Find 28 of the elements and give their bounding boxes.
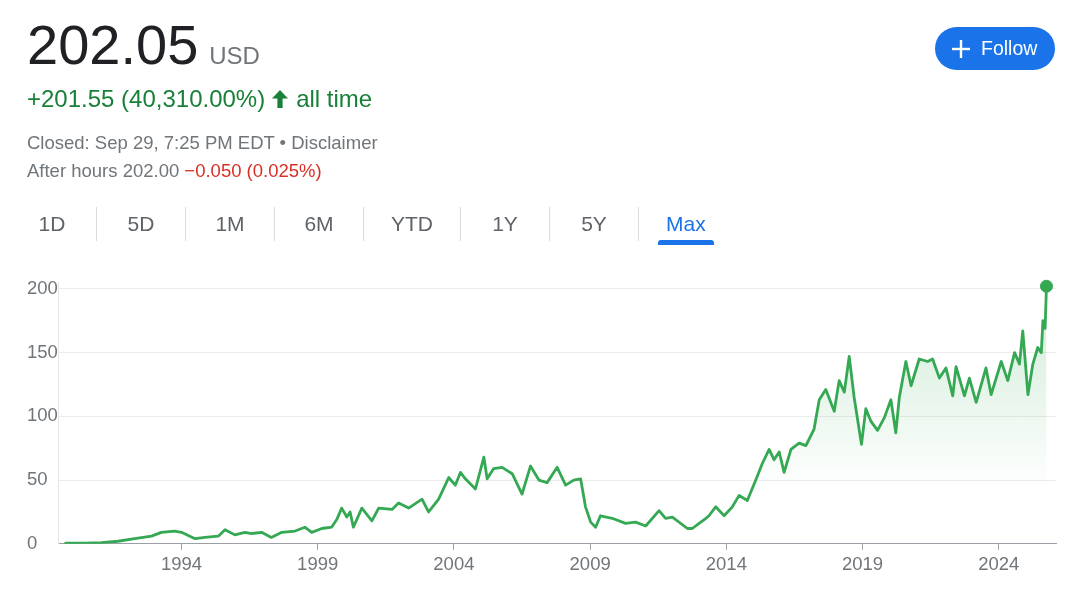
y-tick-label: 0 [27,531,38,553]
tab[interactable]: Max [639,207,733,241]
x-tick-label: 2004 [433,552,475,574]
y-tick-label: 150 [27,340,58,362]
y-tick-label: 200 [27,276,58,298]
tab[interactable]: 5D [97,207,185,241]
tab[interactable]: 6M [275,207,363,241]
text: Closed: Sep 29, 7:25 PM EDT • Disclaimer [27,132,378,154]
tab[interactable]: 1D [8,207,96,241]
x-tick-label: 1994 [160,552,203,574]
tab[interactable]: 1M [186,207,274,241]
y-tick-label: 50 [27,468,48,490]
x-tick-label: 2014 [705,552,747,574]
text: After hours 202.00 [27,160,180,181]
tab[interactable]: 1Y [461,207,549,241]
chart-title: 202.05 [27,13,199,78]
tab[interactable]: YTD [364,207,460,241]
x-tick-label: 2024 [978,552,1020,574]
y-tick-label: 100 [27,404,58,426]
x-tick-label: 1999 [297,552,339,574]
text: −0.050 (0.025%) [184,160,322,181]
x-tick-label: 2019 [841,552,884,574]
follow-button[interactable]: Follow [935,27,1055,70]
x-tick-label: 2009 [569,552,611,574]
tab[interactable]: 5Y [550,207,638,241]
text: +201.55 (40,310.00%) [27,84,266,114]
text: USD [209,42,260,70]
text: all time [296,84,373,114]
